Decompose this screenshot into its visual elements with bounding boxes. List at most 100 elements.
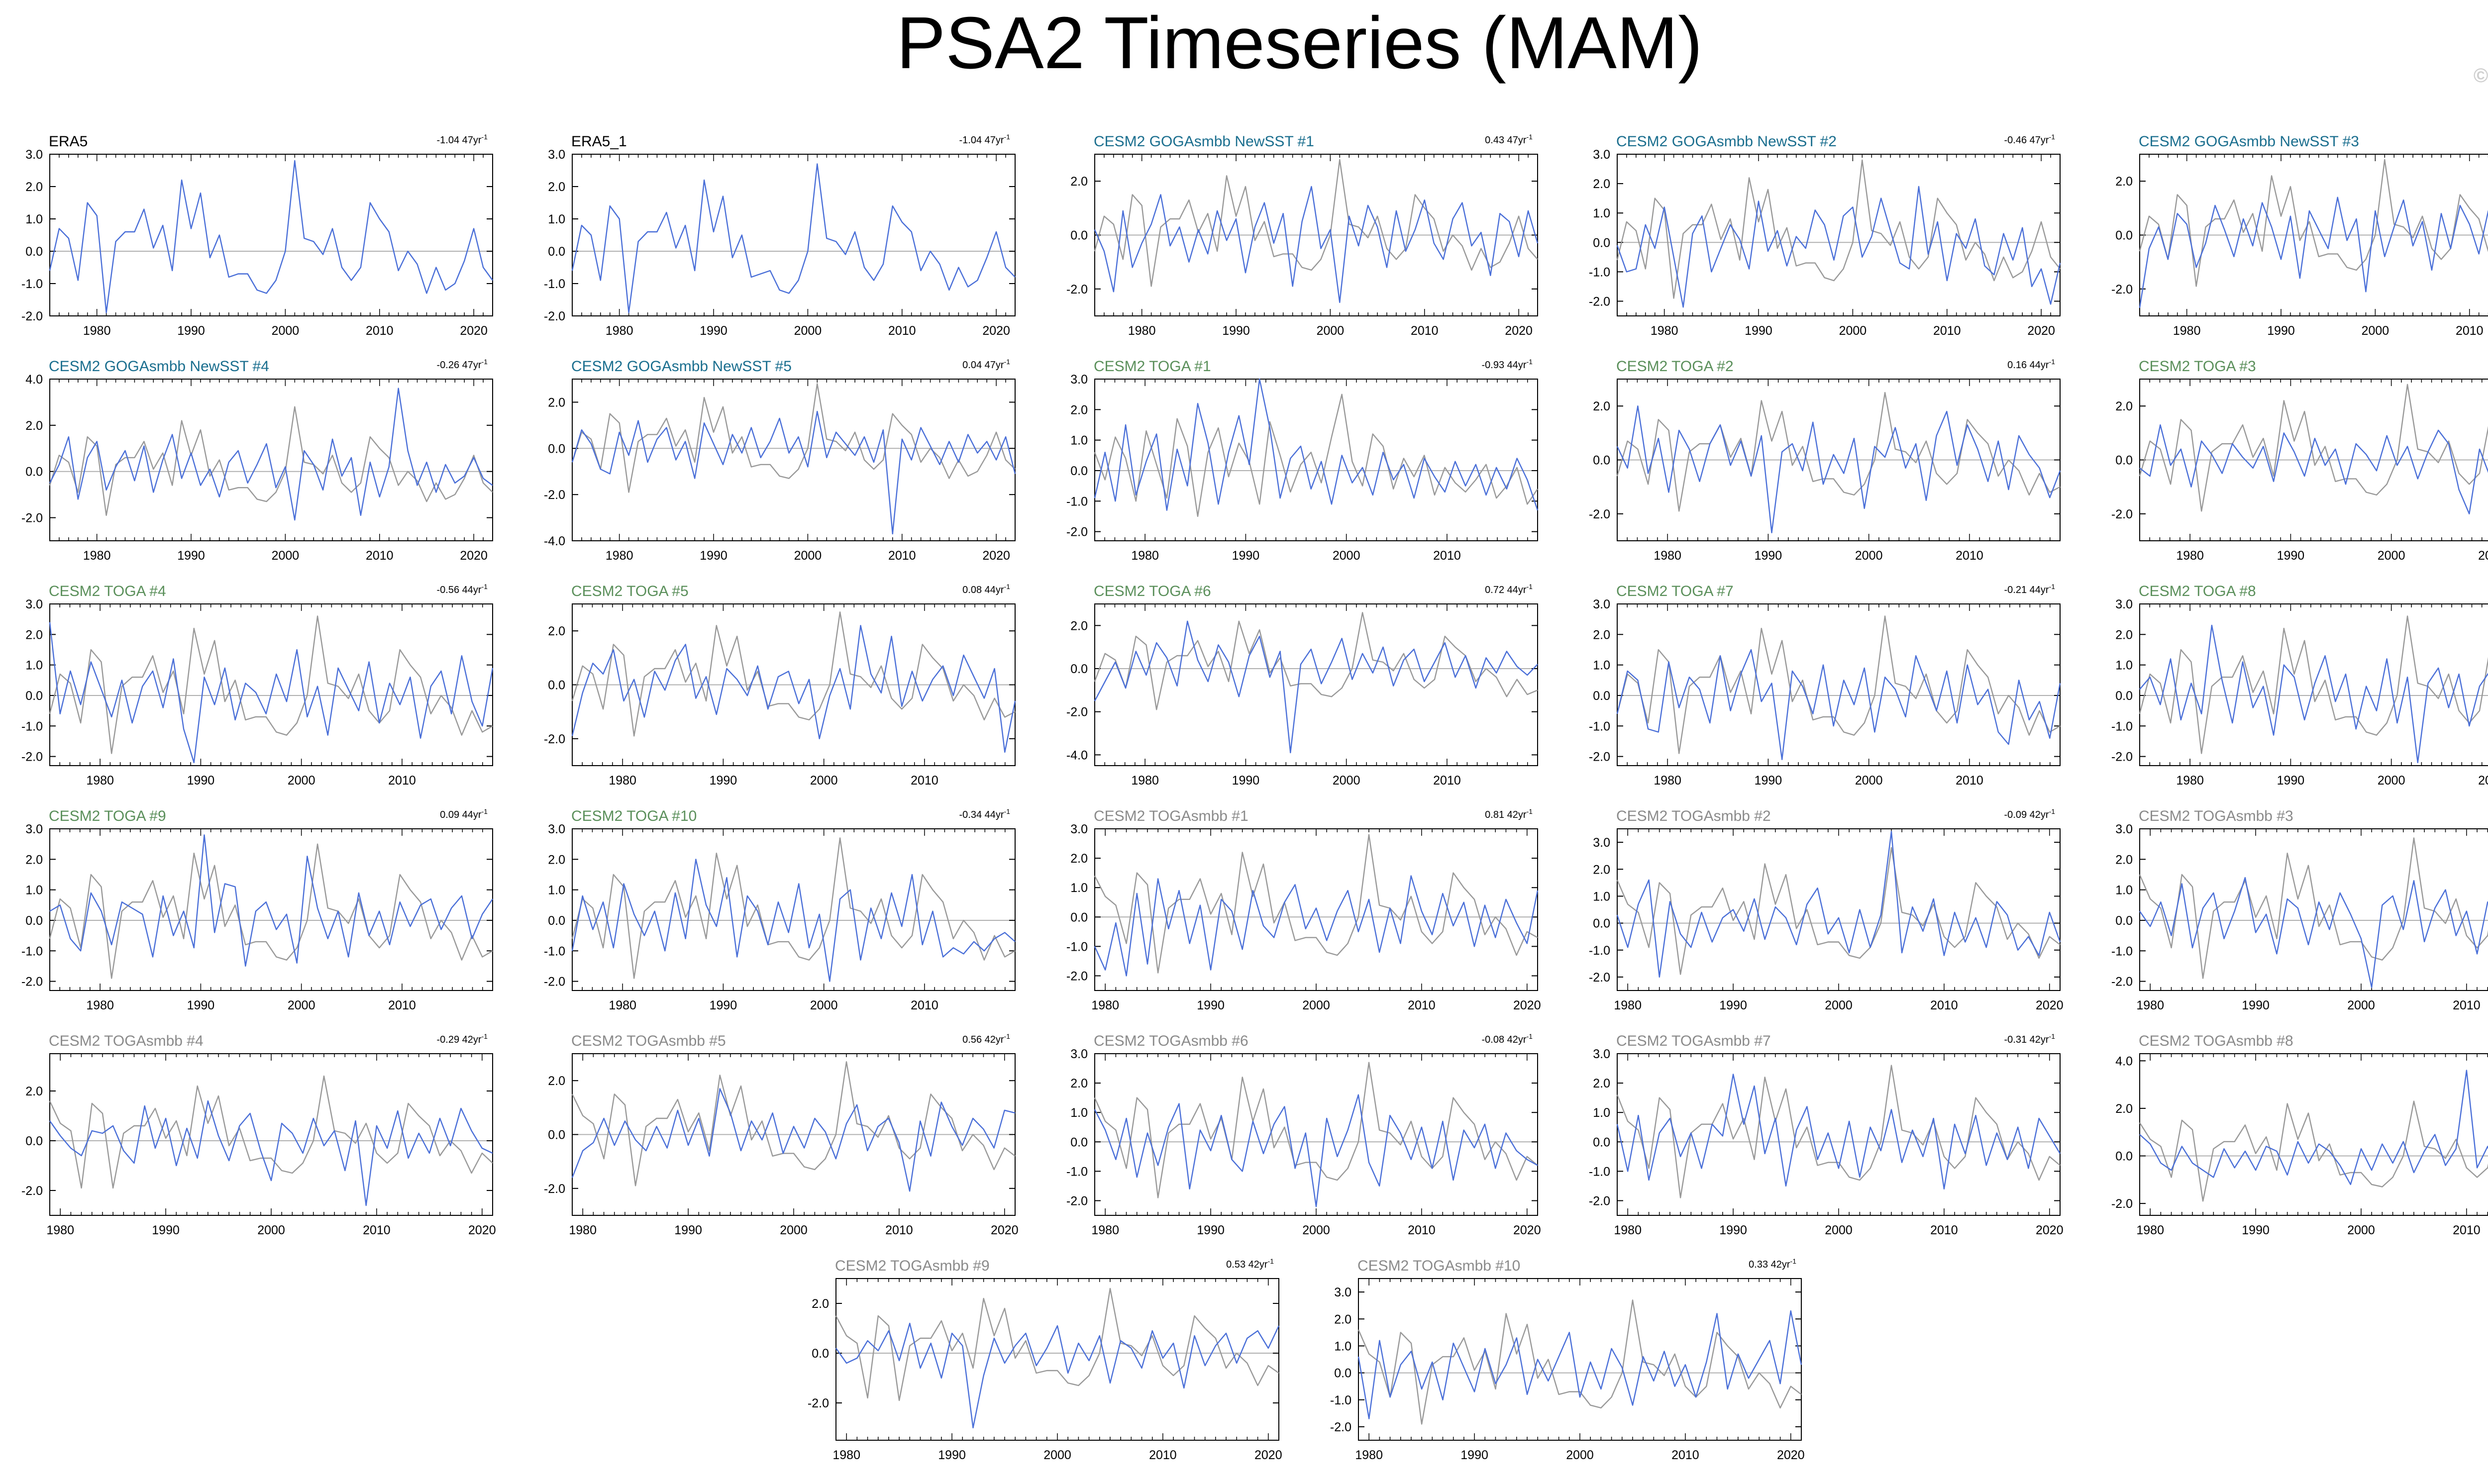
y-tick-label: 3.0	[1070, 373, 1088, 387]
ensemble-series-line	[2139, 624, 2488, 764]
x-tick-label: 2010	[1930, 998, 1958, 1012]
x-tick-label: 1990	[1719, 998, 1747, 1012]
chart-panel: CESM2 GOGAsmbb NewSST #4 -0.26 47yr-1 4.0 2…	[21, 358, 493, 563]
ensemble-series-line	[1616, 649, 2061, 760]
y-tick-label: -2.0	[1066, 969, 1088, 983]
y-tick-label: -2.0	[2111, 507, 2133, 521]
y-tick-label: 4.0	[25, 373, 43, 387]
panel-title: CESM2 TOGAsmbb #8	[2139, 1033, 2293, 1049]
trend-exponent: -1	[482, 358, 488, 366]
ensemble-series-line	[1094, 378, 1539, 511]
x-tick-label: 2000	[272, 324, 300, 338]
x-tick-label: 2020	[991, 1223, 1019, 1237]
chart-panel: CESM2 TOGA #5 0.08 44yr-1 2.0 0.0 -2.0 1980 19…	[544, 583, 1016, 788]
x-tick-label: 2010	[388, 998, 416, 1012]
y-tick-label: 1.0	[548, 212, 565, 226]
chart-panel: CESM2 GOGAsmbb NewSST #31.24 47yr-12.00.…	[2111, 133, 2488, 338]
trend-label: -0.46 47yr-1	[2004, 133, 2055, 146]
y-tick-label: 0.0	[2115, 689, 2133, 703]
trend-exponent: -1	[1004, 133, 1011, 141]
x-tick-label: 1980	[1131, 774, 1159, 788]
y-tick-label: 0.0	[1593, 1135, 1610, 1149]
trend-exponent: -1	[1004, 358, 1011, 366]
y-tick-label: -2.0	[1589, 750, 1610, 764]
trend-label: 0.53 42yr-1	[1226, 1257, 1274, 1270]
y-tick-label: 2.0	[1593, 628, 1610, 642]
chart-panel: CESM2 TOGAsmbb #30.21 42yr-13.02.01.00.0…	[2111, 808, 2488, 1012]
x-tick-label: 2000	[1825, 998, 1853, 1012]
ensemble-series-line	[49, 622, 494, 764]
x-tick-label: 2000	[2378, 549, 2405, 563]
observed-series-line	[2139, 615, 2488, 754]
plot-frame	[49, 828, 493, 991]
trend-exponent: -1	[1268, 1257, 1274, 1265]
ensemble-series-line	[49, 160, 493, 313]
x-tick-label: 2000	[810, 998, 838, 1012]
panel-title: CESM2 GOGAsmbb NewSST #5	[571, 358, 792, 375]
y-tick-label: 2.0	[1593, 177, 1610, 191]
chart-panel: CESM2 TOGA #7 -0.21 44yr-1 3.0 2.0 1.0 0.0 -1.…	[1589, 583, 2061, 788]
y-tick-label: 2.0	[1070, 852, 1088, 866]
panel-title: CESM2 TOGAsmbb #4	[49, 1033, 204, 1049]
x-tick-label: 1990	[1232, 549, 1260, 563]
y-tick-label: -1.0	[1589, 719, 1610, 733]
chart-panel: CESM2 TOGAsmbb #7 -0.31 42yr-1 3.0 2.0 1.0 0.…	[1589, 1032, 2064, 1237]
x-tick-label: 2010	[2456, 324, 2484, 338]
x-tick-label: 2000	[1302, 1223, 1330, 1237]
x-tick-label: 2000	[2378, 774, 2405, 788]
x-tick-label: 1990	[187, 998, 215, 1012]
x-tick-label: 2010	[2453, 998, 2481, 1012]
y-tick-label: -2.0	[1066, 1194, 1088, 1208]
chart-panel: CESM2 TOGA #6 0.72 44yr-1 2.0 0.0 -2.0 -4.0 19…	[1066, 583, 1538, 788]
x-tick-label: 1990	[1745, 324, 1772, 338]
x-tick-label: 2010	[1933, 324, 1961, 338]
ensemble-series-line	[571, 859, 1016, 982]
y-tick-label: 2.0	[2115, 628, 2133, 642]
observed-series-line	[49, 406, 493, 516]
y-tick-label: 0.0	[2115, 454, 2133, 468]
chart-panel: ERA5 -1.04 47yr-1 3.0 2.0 1.0 0.0 -1.0 -2.0 1980…	[21, 133, 493, 338]
observed-series-line	[571, 1061, 1016, 1187]
plot-frame	[2139, 828, 2488, 991]
y-tick-label: 3.0	[1593, 148, 1610, 162]
trend-exponent: -1	[1004, 1032, 1011, 1040]
x-tick-label: 1980	[2176, 774, 2204, 788]
observed-series-line	[1616, 159, 2061, 299]
y-tick-label: 1.0	[548, 884, 565, 897]
panel-title: CESM2 GOGAsmbb NewSST #1	[1094, 133, 1314, 150]
ensemble-series-line	[1616, 405, 2061, 534]
y-tick-label: 0.0	[1593, 917, 1610, 931]
y-tick-label: 3.0	[1070, 822, 1088, 836]
ensemble-series-line	[571, 410, 1016, 535]
panel-title: CESM2 TOGA #10	[571, 808, 697, 824]
x-tick-label: 2020	[2036, 998, 2064, 1012]
y-tick-label: -4.0	[1066, 748, 1088, 762]
observed-series-line	[571, 611, 1016, 737]
y-tick-label: 1.0	[2115, 884, 2133, 897]
x-tick-label: 1990	[1197, 1223, 1225, 1237]
trend-exponent: -1	[1790, 1257, 1797, 1265]
x-tick-label: 1980	[1355, 1448, 1383, 1462]
credit-label: © CVDP-LE	[2473, 65, 2488, 87]
y-tick-label: 2.0	[548, 853, 565, 867]
ensemble-series-line	[835, 1322, 1280, 1429]
observed-series-line	[2139, 159, 2488, 287]
y-tick-label: 3.0	[25, 597, 43, 611]
x-tick-label: 1990	[177, 549, 205, 563]
x-tick-label: 2000	[1839, 324, 1867, 338]
panel-title: CESM2 TOGAsmbb #3	[2139, 808, 2293, 824]
trend-label: -0.21 44yr-1	[2004, 583, 2055, 595]
y-tick-label: -2.0	[1589, 1194, 1610, 1208]
x-tick-label: 2000	[810, 774, 838, 788]
y-tick-label: -2.0	[1066, 525, 1088, 539]
panel-title: CESM2 GOGAsmbb NewSST #4	[49, 358, 269, 375]
chart-panel: CESM2 TOGA #9 0.09 44yr-1 3.0 2.0 1.0 0.0 -1.0…	[21, 807, 493, 1012]
observed-series-line	[49, 615, 493, 754]
y-tick-label: -2.0	[1330, 1420, 1351, 1434]
x-tick-label: 2000	[1855, 774, 1883, 788]
trend-exponent: -1	[2049, 1032, 2056, 1040]
y-tick-label: -2.0	[2111, 283, 2133, 297]
trend-label: -0.31 42yr-1	[2004, 1032, 2055, 1045]
y-tick-label: 0.0	[25, 1134, 43, 1148]
x-tick-label: 2000	[2347, 1223, 2375, 1237]
